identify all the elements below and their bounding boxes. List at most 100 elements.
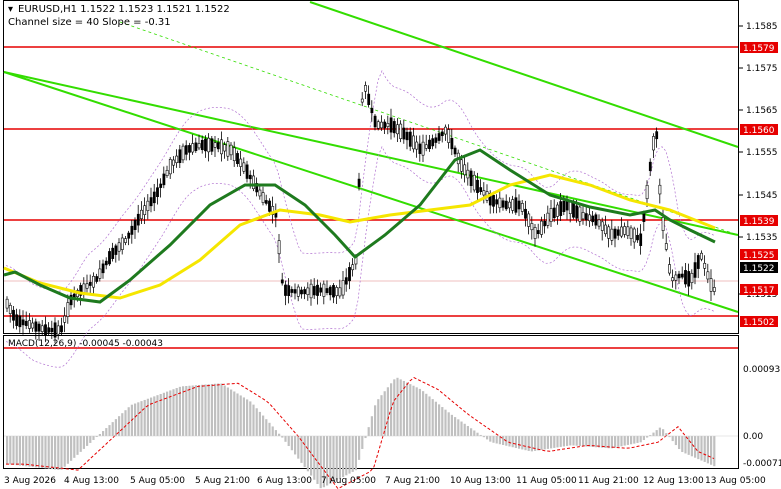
candle-body — [162, 173, 166, 186]
candle-body — [178, 149, 182, 163]
candle-body — [204, 138, 207, 152]
macd-bar — [492, 436, 495, 443]
candle-body — [613, 228, 617, 239]
macd-bar — [73, 436, 76, 458]
candle-body — [703, 262, 707, 269]
candle-body — [479, 187, 483, 192]
candle-body — [396, 124, 399, 135]
macd-bar — [351, 436, 354, 472]
candle-body — [498, 197, 502, 209]
macd-bar — [326, 436, 329, 486]
macd-bar — [28, 436, 31, 467]
candle-body — [370, 107, 374, 114]
candle-body — [200, 139, 204, 151]
macd-bar — [678, 436, 681, 450]
candle-body — [40, 325, 44, 332]
candle-body — [559, 201, 563, 216]
symbol-icon: ▾ — [8, 4, 13, 15]
candle-body — [114, 245, 118, 255]
macd-bar — [127, 407, 130, 436]
macd-bar — [47, 436, 50, 469]
candle-body — [655, 131, 659, 140]
macd-bar — [31, 436, 34, 467]
macd-bar — [518, 436, 521, 449]
candle-body — [658, 184, 662, 195]
candle-body — [463, 164, 467, 176]
macd-bar — [306, 436, 309, 472]
candle-body — [133, 220, 137, 230]
candle-body — [44, 324, 47, 336]
macd-bar — [22, 436, 25, 466]
candle-body — [159, 183, 163, 188]
macd-bar — [316, 436, 319, 484]
macd-bar — [258, 411, 261, 436]
candle-body — [293, 289, 297, 294]
candle-body — [117, 242, 121, 252]
candle-body — [290, 289, 294, 293]
macd-bar — [572, 436, 575, 446]
candle-body — [501, 200, 505, 208]
macd-bar — [162, 392, 165, 436]
candle-body — [197, 143, 201, 149]
candle-body — [549, 208, 553, 222]
macd-bar — [140, 401, 143, 436]
macd-bar — [642, 436, 645, 441]
macd-bar — [322, 436, 325, 488]
candle-body — [607, 226, 611, 239]
candle-body — [386, 123, 390, 127]
macd-bar — [281, 436, 284, 438]
macd-bar — [6, 436, 9, 465]
candle-body — [552, 207, 556, 219]
macd-bar — [364, 436, 367, 439]
candle-body — [639, 233, 643, 246]
candle-body — [604, 224, 607, 235]
macd-bar — [658, 427, 661, 436]
candle-body — [239, 158, 243, 167]
current-price-label: 1.1522 — [743, 264, 775, 274]
macd-bar — [374, 405, 377, 436]
macd-bar — [358, 436, 361, 460]
macd-bar — [553, 436, 556, 448]
candle-body — [344, 277, 348, 285]
macd-bar — [598, 436, 601, 448]
candle-body — [466, 169, 470, 179]
macd-bar — [703, 436, 706, 462]
candle-body — [95, 276, 99, 282]
macd-bar — [284, 436, 287, 442]
macd-bar — [121, 413, 124, 436]
macd-bar — [290, 436, 293, 451]
macd-bar — [178, 386, 181, 436]
macd-bar — [105, 428, 108, 436]
price-tick: 1.1585 — [746, 22, 778, 32]
macd-tick: 0.00 — [743, 432, 763, 442]
macd-bar — [297, 436, 300, 459]
macd-bar — [114, 419, 117, 436]
candle-body — [8, 304, 12, 314]
macd-bar — [585, 436, 588, 447]
candle-body — [18, 315, 22, 328]
candle-body — [92, 275, 95, 288]
macd-bar — [540, 436, 543, 450]
macd-bar — [514, 436, 517, 448]
macd-bar — [44, 436, 47, 469]
macd-bar — [15, 436, 18, 466]
time-label: 3 Aug 2026 — [4, 476, 56, 486]
candle-body — [15, 314, 19, 326]
candle-body — [88, 281, 92, 286]
macd-bar — [345, 436, 348, 476]
macd-bar — [588, 436, 591, 447]
level-labels: 1.1579 1.1560 1.1539 1.1525 1.1522 1.151… — [740, 42, 778, 328]
candle-body — [232, 147, 236, 162]
candlesticks — [5, 81, 716, 344]
macd-bar — [479, 434, 482, 436]
candle-body — [556, 204, 559, 217]
macd-bar — [146, 398, 149, 436]
level-label-box — [740, 215, 778, 226]
macd-bar — [409, 384, 412, 436]
candle-body — [34, 321, 38, 332]
candle-body — [220, 139, 223, 155]
macd-bar — [575, 436, 578, 446]
macd-bar — [342, 436, 345, 478]
